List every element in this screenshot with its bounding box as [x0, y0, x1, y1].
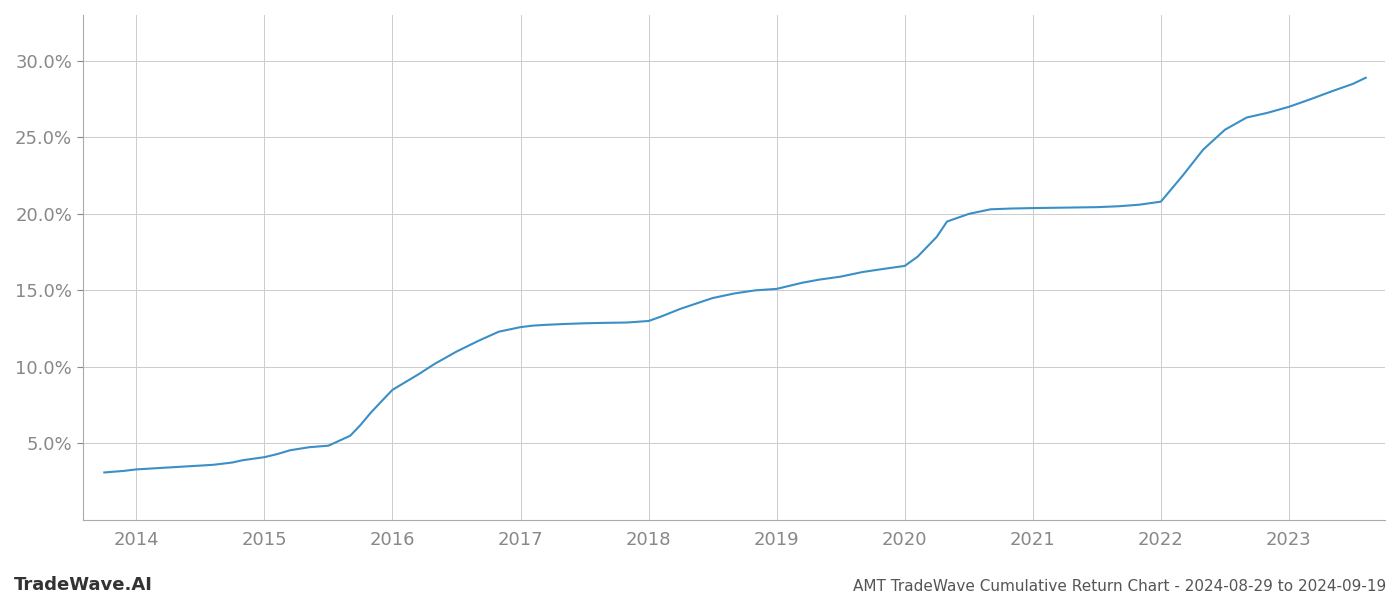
Text: TradeWave.AI: TradeWave.AI	[14, 576, 153, 594]
Text: AMT TradeWave Cumulative Return Chart - 2024-08-29 to 2024-09-19: AMT TradeWave Cumulative Return Chart - …	[853, 579, 1386, 594]
